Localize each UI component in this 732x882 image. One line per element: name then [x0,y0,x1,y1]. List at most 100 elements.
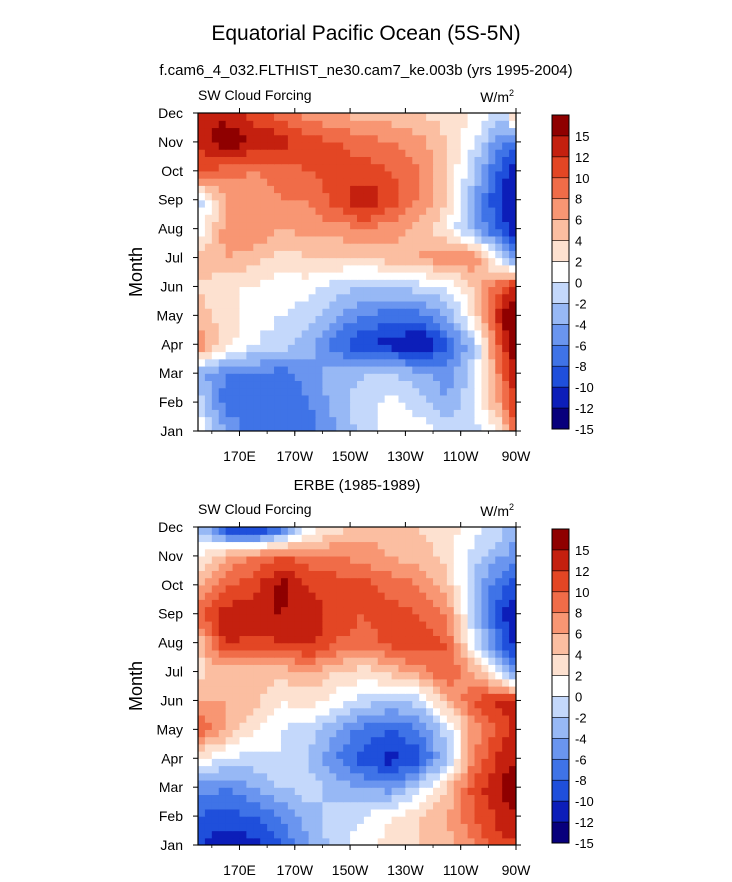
heatmap-cell [198,787,206,796]
heatmap-cell [467,794,476,803]
heatmap-cell [294,678,303,687]
heatmap-cell [267,286,275,295]
heatmap-cell [322,758,330,767]
heatmap-cell [412,823,420,832]
heatmap-cell [287,657,296,665]
heatmap-cell [287,264,296,273]
heatmap-cell [336,548,344,557]
heatmap-cell [357,794,365,803]
heatmap-cell [343,765,351,774]
heatmap-cell [453,120,462,129]
heatmap-cell [370,671,379,680]
heatmap-cell [204,235,213,244]
heatmap-cell [350,787,358,796]
heatmap-cell [426,387,434,396]
heatmap-cell [446,599,455,608]
heatmap-cell [370,329,379,338]
heatmap-cell [336,322,344,331]
heatmap-cell [446,671,455,680]
heatmap-cell [198,163,206,172]
heatmap-cell [391,113,400,121]
heatmap-cell [287,113,296,121]
heatmap-cell [246,141,254,150]
heatmap-cell [412,671,420,680]
heatmap-cell [357,628,365,637]
heatmap-cell [329,686,337,694]
heatmap-cell [260,577,268,586]
heatmap-cell [315,534,324,543]
heatmap-cell [198,380,206,389]
heatmap-cell [253,163,261,172]
heatmap-cell [274,657,282,665]
heatmap-cell [239,134,247,143]
heatmap-cell [433,613,441,622]
heatmap-cell [246,286,254,295]
y-tick-label: Mar [159,779,183,795]
heatmap-cell [370,387,379,396]
heatmap-cell [481,214,489,223]
heatmap-cell [405,548,413,557]
heatmap-cell [446,736,455,745]
heatmap-cell [301,765,310,774]
heatmap-cell [211,134,220,143]
heatmap-cell [322,830,330,839]
heatmap-cell [426,541,434,550]
heatmap-cell [370,772,379,781]
heatmap-cell [419,380,427,389]
heatmap-cell [204,577,213,586]
heatmap-cell [391,272,400,280]
heatmap-cell [253,243,261,251]
heatmap-cell [211,635,220,644]
heatmap-cell [204,163,213,172]
heatmap-cell [495,337,503,345]
heatmap-cell [336,365,344,374]
heatmap-cell [260,344,268,353]
heatmap-cell [509,751,516,759]
heatmap-cell [267,257,275,266]
heatmap-cell [315,178,324,186]
heatmap-cell [446,127,455,136]
heatmap-cell [274,221,282,230]
heatmap-cell [218,120,227,129]
heatmap-cell [426,344,434,353]
heatmap-cell [225,423,234,431]
heatmap-cell [336,635,344,644]
heatmap-cell [232,736,241,745]
heatmap-cell [412,235,420,244]
heatmap-cell [412,765,420,774]
heatmap-cell [398,693,406,702]
heatmap-cell [253,823,261,832]
heatmap-cell [294,358,303,367]
heatmap-cell [488,584,496,593]
heatmap-cell [267,714,275,723]
heatmap-cell [419,344,427,353]
heatmap-cell [260,751,268,759]
heatmap-cell [211,279,220,288]
heatmap-cell [315,772,324,781]
heatmap-cell [350,729,358,738]
heatmap-cell [343,156,351,165]
heatmap-cell [384,678,393,687]
heatmap-cell [453,570,462,579]
heatmap-cell [467,141,476,150]
heatmap-cell [294,837,303,845]
y-tick-label: Nov [158,548,183,564]
heatmap-cell [350,707,358,716]
heatmap-cell [481,642,489,651]
heatmap-cell [391,830,400,839]
heatmap-cell [453,243,462,251]
x-tick-label: 110W [443,862,479,878]
heatmap-cell [225,264,234,273]
heatmap-cell [363,221,372,230]
heatmap-cell [260,787,268,796]
heatmap-cell [446,206,455,215]
heatmap-cell [433,250,441,259]
heatmap-cell [267,577,275,586]
heatmap-cell [370,620,379,629]
heatmap-cell [502,264,510,273]
heatmap-cell [246,387,254,396]
heatmap-cell [412,228,420,237]
heatmap-cell [294,199,303,208]
heatmap-cell [488,228,496,237]
heatmap-cell [495,635,503,644]
